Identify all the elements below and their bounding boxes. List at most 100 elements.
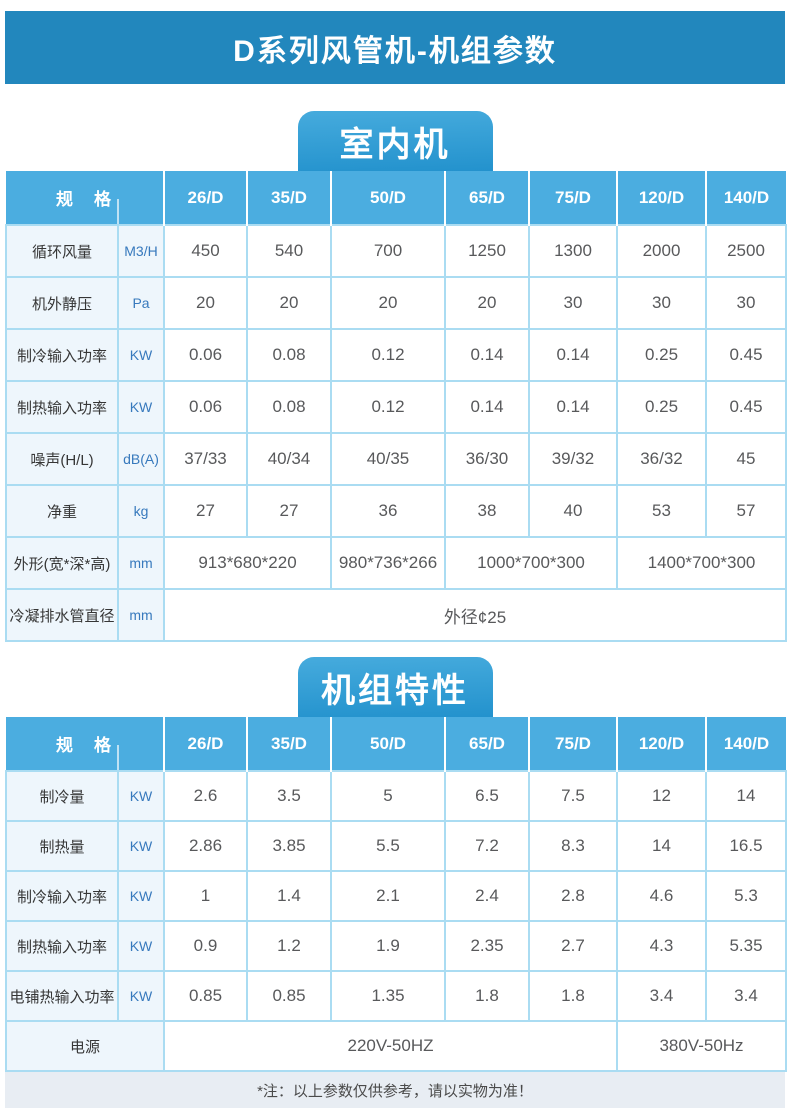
column-header: 120/D: [616, 171, 706, 225]
row-label: 外形(宽*深*高): [5, 536, 119, 590]
span-value-cell: 380V-50Hz: [616, 1020, 787, 1072]
value-cell: 6.5: [444, 770, 530, 822]
value-cell: 30: [528, 276, 618, 330]
value-cell: 0.06: [163, 328, 248, 382]
value-cell: 0.85: [246, 970, 332, 1022]
value-cell: 0.45: [705, 328, 787, 382]
indoor-unit-table: 规 格 26/D 35/D 50/D 65/D 75/D 120/D 140/D 循环风量 M3/…: [5, 171, 787, 642]
value-cell: 20: [246, 276, 332, 330]
column-header: 75/D: [528, 171, 617, 225]
value-cell: 40/35: [330, 432, 446, 486]
value-cell: 30: [705, 276, 787, 330]
value-cell: 450: [163, 224, 248, 278]
row-label: 循环风量: [5, 224, 119, 278]
value-cell: 0.14: [444, 380, 530, 434]
value-cell: 14: [705, 770, 787, 822]
value-cell: 20: [330, 276, 446, 330]
row-label: 电源: [5, 1020, 165, 1072]
value-cell: 1.4: [246, 870, 332, 922]
table-row: 电铺热输入功率 KW 0.85 0.85 1.35 1.8 1.8 3.4 3.4: [5, 970, 787, 1022]
value-cell: 40: [528, 484, 618, 538]
value-cell: 1.35: [330, 970, 446, 1022]
table-row: 净重 kg 27 27 36 38 40 53 57: [5, 484, 787, 538]
table-row: 制冷量 KW 2.6 3.5 5 6.5 7.5 12 14: [5, 770, 787, 822]
row-label: 制热量: [5, 820, 119, 872]
column-header: 26/D: [163, 171, 247, 225]
value-cell: 0.9: [163, 920, 248, 972]
unit-cell: KW: [117, 770, 165, 822]
unit-cell: kg: [117, 484, 165, 538]
row-label: 机外静压: [5, 276, 119, 330]
value-cell: 2.8: [528, 870, 618, 922]
value-cell: 2.6: [163, 770, 248, 822]
value-cell: 53: [616, 484, 707, 538]
value-cell: 36/32: [616, 432, 707, 486]
row-label: 噪声(H/L): [5, 432, 119, 486]
table-row: 制热输入功率 KW 0.9 1.2 1.9 2.35 2.7 4.3 5.35: [5, 920, 787, 972]
value-cell: 57: [705, 484, 787, 538]
value-cell: 36/30: [444, 432, 530, 486]
value-cell: 27: [246, 484, 332, 538]
value-cell: 2.86: [163, 820, 248, 872]
row-label: 制冷输入功率: [5, 328, 119, 382]
spec-header-cell: 规 格: [6, 717, 164, 771]
span-value-cell: 外径¢25: [163, 588, 787, 642]
value-cell: 4.3: [616, 920, 707, 972]
span-value-cell: 980*736*266: [330, 536, 446, 590]
value-cell: 1250: [444, 224, 530, 278]
table-row: 噪声(H/L) dB(A) 37/33 40/34 40/35 36/30 39/32 36/…: [5, 432, 787, 486]
value-cell: 5.5: [330, 820, 446, 872]
value-cell: 0.06: [163, 380, 248, 434]
value-cell: 0.25: [616, 328, 707, 382]
value-cell: 4.6: [616, 870, 707, 922]
table-row: 冷凝排水管直径 mm 外径¢25: [5, 588, 787, 642]
column-header: 35/D: [246, 171, 331, 225]
value-cell: 0.08: [246, 328, 332, 382]
value-cell: 0.14: [444, 328, 530, 382]
value-cell: 40/34: [246, 432, 332, 486]
column-header: 65/D: [444, 171, 529, 225]
value-cell: 0.85: [163, 970, 248, 1022]
spec-header-cell: 规 格: [6, 171, 164, 225]
value-cell: 2000: [616, 224, 707, 278]
value-cell: 37/33: [163, 432, 248, 486]
value-cell: 1300: [528, 224, 618, 278]
unit-cell: mm: [117, 536, 165, 590]
value-cell: 0.14: [528, 380, 618, 434]
section-badge-indoor-unit: 室内机: [297, 111, 493, 171]
row-label: 制冷量: [5, 770, 119, 822]
column-header: 50/D: [330, 717, 445, 771]
table-row: 循环风量 M3/H 450 540 700 1250 1300 2000 2500: [5, 224, 787, 278]
column-header: 65/D: [444, 717, 529, 771]
table-row: 外形(宽*深*高) mm 913*680*220 980*736*266 1000*70…: [5, 536, 787, 590]
value-cell: 2500: [705, 224, 787, 278]
unit-cell: dB(A): [117, 432, 165, 486]
footer-note: *注：以上参数仅供参考，请以实物为准！: [5, 1072, 785, 1108]
value-cell: 1.8: [444, 970, 530, 1022]
span-value-cell: 220V-50HZ: [163, 1020, 618, 1072]
value-cell: 30: [616, 276, 707, 330]
value-cell: 8.3: [528, 820, 618, 872]
unit-features-section: 机组特性 规 格 26/D 35/D 50/D 65/D 75/D 120/D 140/D 制冷…: [5, 657, 787, 1072]
value-cell: 5.3: [705, 870, 787, 922]
value-cell: 20: [444, 276, 530, 330]
value-cell: 5.35: [705, 920, 787, 972]
table-row: 机外静压 Pa 20 20 20 20 30 30 30: [5, 276, 787, 330]
value-cell: 0.25: [616, 380, 707, 434]
value-cell: 2.35: [444, 920, 530, 972]
value-cell: 45: [705, 432, 787, 486]
span-value-cell: 913*680*220: [163, 536, 332, 590]
row-label: 制热输入功率: [5, 920, 119, 972]
value-cell: 16.5: [705, 820, 787, 872]
value-cell: 0.12: [330, 328, 446, 382]
value-cell: 1: [163, 870, 248, 922]
value-cell: 540: [246, 224, 332, 278]
value-cell: 39/32: [528, 432, 618, 486]
unit-cell: KW: [117, 870, 165, 922]
value-cell: 0.45: [705, 380, 787, 434]
value-cell: 0.12: [330, 380, 446, 434]
indoor-unit-section: 室内机 规 格 26/D 35/D 50/D 65/D 75/D 120/D 140/D 循环风…: [5, 111, 787, 642]
section-badge-unit-features: 机组特性: [297, 657, 493, 717]
value-cell: 2.7: [528, 920, 618, 972]
value-cell: 1.9: [330, 920, 446, 972]
